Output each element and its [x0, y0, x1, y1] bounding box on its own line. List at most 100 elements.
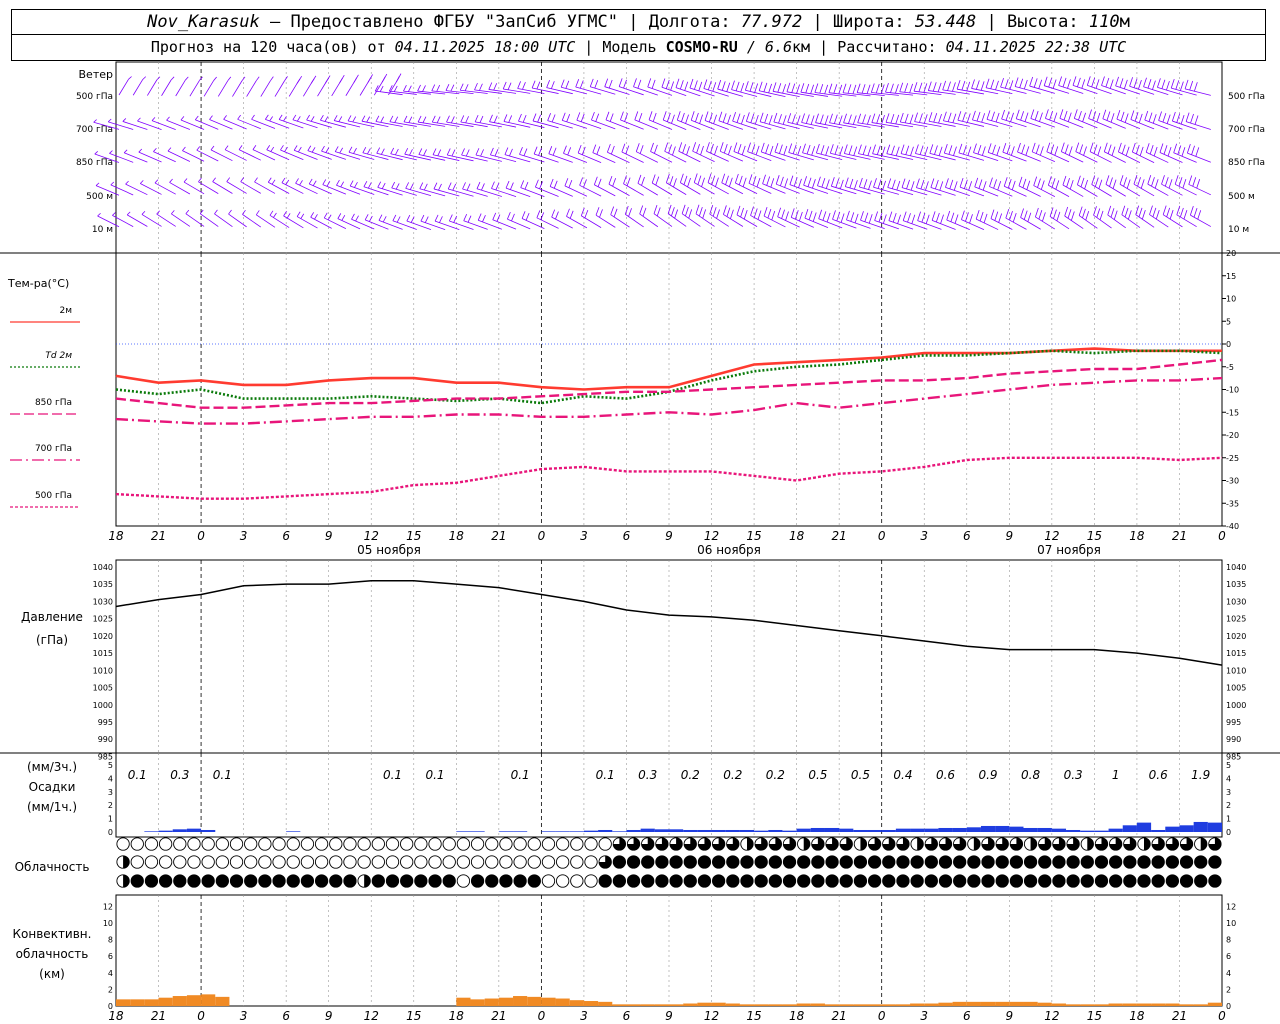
wind-level-label-right: 500 гПа	[1228, 92, 1265, 102]
wind-barb-feather	[433, 182, 438, 190]
wind-barb	[1188, 184, 1211, 196]
wind-barb-feather	[885, 83, 889, 93]
wind-barb-feather	[854, 213, 859, 224]
pressure-tick-label-right: 985	[1226, 752, 1241, 761]
wind-barb-feather	[1024, 112, 1029, 122]
wind-barb-feather	[1015, 109, 1020, 119]
precip-3h-total: 1.9	[1191, 768, 1210, 782]
cloud-cover-icon	[641, 874, 655, 888]
hour-tick-label-bottom: 21	[832, 1009, 847, 1023]
wind-barb	[337, 218, 361, 230]
wind-barb-feather	[1073, 109, 1078, 119]
wind-barb-feather	[525, 212, 530, 221]
wind-barb-feather	[156, 210, 160, 215]
precip-3h-total: 0.2	[723, 768, 742, 782]
cloud-three-quarter-fill	[925, 837, 938, 851]
wind-barb-feather	[995, 80, 999, 90]
wind-barb-feather	[1067, 209, 1072, 219]
wind-barb-feather	[986, 110, 991, 120]
cloud-cover-icon	[343, 837, 357, 851]
forecast-prefix: Прогноз на 120 часа(ов) от	[150, 38, 395, 56]
precip-bar	[286, 831, 301, 832]
wind-barb	[167, 150, 191, 162]
cloud-cover-icon	[385, 837, 400, 851]
wind-barb-feather	[715, 177, 719, 187]
wind-barb	[251, 118, 276, 129]
wind-barb-feather	[793, 177, 798, 187]
wind-barb-feather	[560, 79, 565, 88]
wind-barb	[899, 91, 928, 96]
wind-barb-feather	[700, 145, 704, 156]
wind-barb-feather	[198, 177, 202, 183]
wind-barb	[801, 122, 829, 129]
wind-barb-feather	[800, 83, 805, 93]
wind-barb-feather	[596, 146, 601, 155]
wind-barb-feather	[285, 179, 290, 185]
wind-barb	[885, 121, 914, 128]
wind-barb	[1144, 119, 1169, 130]
wind-barb-feather	[292, 114, 297, 120]
wind-barb-feather	[1163, 145, 1168, 155]
wind-barb-feather	[647, 78, 652, 88]
wind-barb-feather	[591, 111, 595, 121]
cloud-cover-icon	[697, 855, 712, 869]
precip-bar	[995, 825, 1010, 832]
wind-barb-feather	[97, 212, 101, 217]
wind-barb-feather	[488, 82, 493, 90]
wind-barb-feather	[954, 214, 959, 224]
wind-barb-feather	[521, 211, 526, 219]
wind-level-label-right: 10 м	[1228, 225, 1249, 235]
cloud-cover-icon	[485, 874, 499, 888]
wind-barb-feather	[948, 145, 953, 155]
wind-barb-feather	[180, 116, 185, 121]
wind-barb	[334, 120, 361, 128]
cloud-three-quarter-fill	[684, 837, 697, 851]
wind-barb	[704, 120, 729, 130]
wind-barb-feather	[460, 115, 465, 123]
wind-barb-feather	[858, 144, 862, 154]
hour-tick-label-bottom: 0	[1218, 1009, 1226, 1023]
wind-barb-feather	[321, 145, 325, 152]
wind-barb	[320, 119, 346, 128]
wind-barb-feather	[692, 142, 697, 152]
wind-barb	[1135, 214, 1155, 228]
wind-barb-feather	[296, 116, 301, 122]
wind-barb-feather	[432, 148, 437, 155]
cloud-cover-icon	[329, 837, 343, 851]
cloud-cover-icon	[470, 855, 485, 869]
wind-barb-feather	[438, 183, 442, 191]
precip-3h-total: 0.5	[851, 768, 870, 782]
conv-bar	[215, 996, 230, 1006]
wind-barb-feather	[593, 176, 598, 185]
wind-barb-feather	[688, 209, 693, 219]
wind-barb-feather	[882, 180, 887, 190]
wind-barb	[633, 86, 658, 96]
cloud-half-fill	[917, 837, 924, 851]
wind-barb-feather	[779, 144, 783, 154]
wind-barb-feather	[561, 112, 566, 121]
wind-barb-feather	[996, 146, 1001, 156]
wind-barb-feather	[907, 213, 911, 223]
cloud-three-quarter-fill	[1109, 837, 1122, 851]
wind-barb	[1173, 152, 1197, 163]
wind-barb-feather	[727, 114, 731, 125]
conv-bar	[555, 998, 570, 1006]
hour-tick-label-bottom: 9	[665, 1009, 673, 1023]
wind-barb-feather	[410, 216, 415, 223]
wind-barb-feather	[580, 207, 585, 216]
precip-tick-label: 2	[108, 801, 113, 810]
wind-barb-feather	[1007, 178, 1012, 189]
wind-barb-feather	[718, 111, 723, 121]
cloud-cover-icon	[1038, 855, 1052, 869]
wind-barb-feather	[465, 149, 470, 157]
wind-barb-feather	[1186, 143, 1191, 154]
conv-bar	[172, 996, 187, 1006]
wind-barb-feather	[998, 213, 1003, 223]
cloud-cover-icon	[811, 855, 825, 869]
wind-barb-feather	[367, 77, 372, 83]
wind-barb-feather	[1178, 177, 1183, 187]
temp-tick-label: -15	[1226, 408, 1239, 417]
hour-tick-label-bottom: 6	[623, 1009, 631, 1023]
cloud-cover-icon	[499, 837, 513, 851]
